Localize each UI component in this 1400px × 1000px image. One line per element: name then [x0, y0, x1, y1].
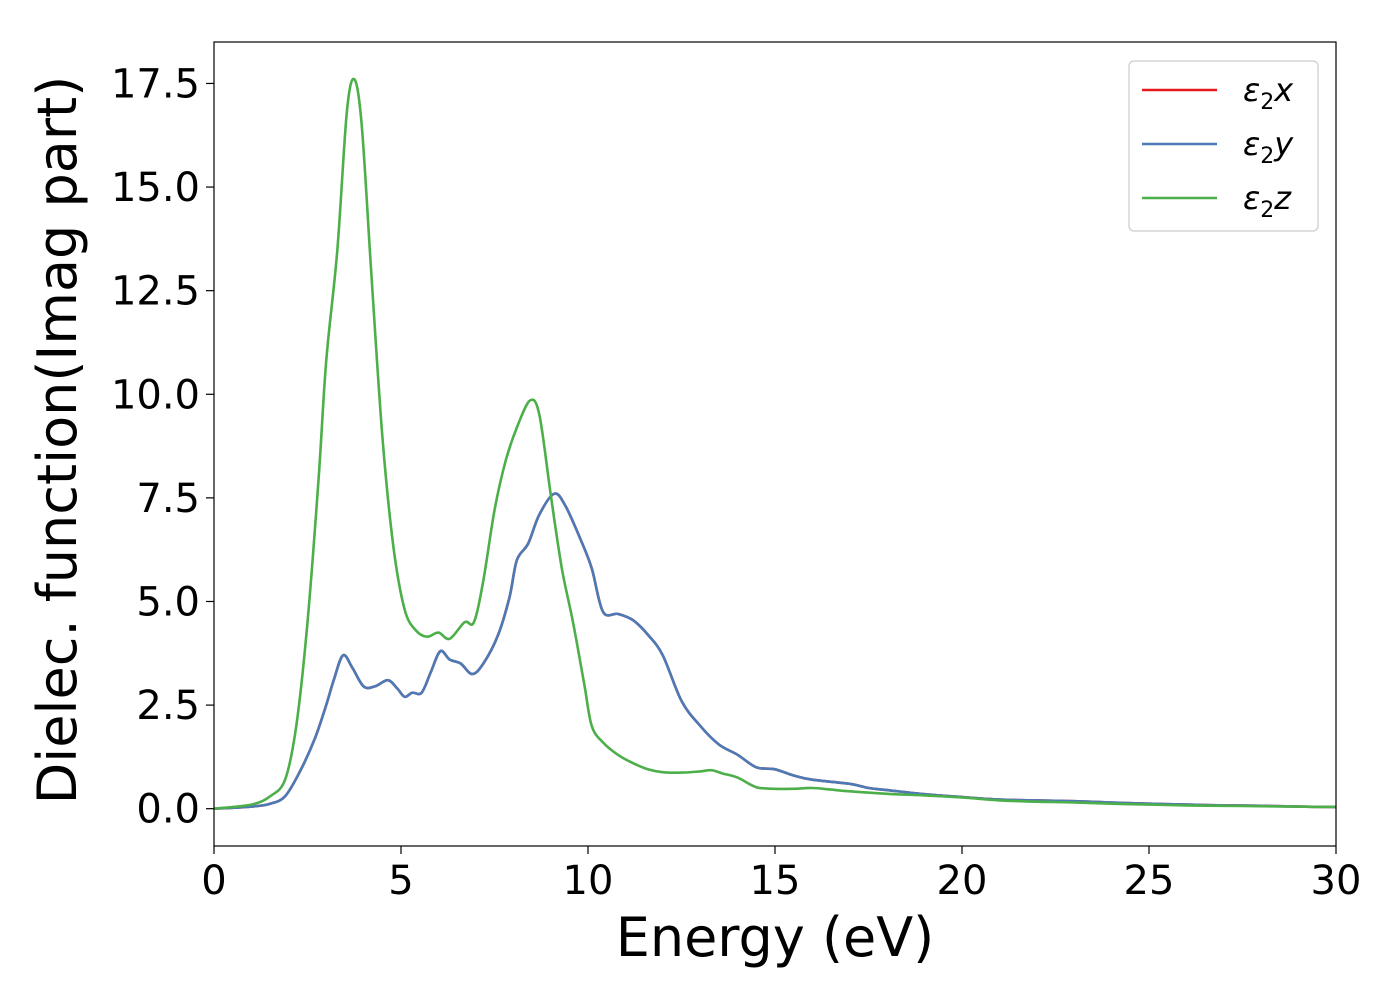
legend-box	[1128, 60, 1319, 232]
y-tick-label: 5.0	[136, 579, 200, 625]
x-tick-label: 20	[937, 858, 988, 904]
y-axis: 0.0 2.5 5.0 7.5 10.0 12.5 15.0 17.5	[111, 61, 214, 833]
y-tick-label: 7.5	[136, 476, 200, 522]
legend-label: ε2x	[1243, 71, 1294, 115]
y-tick-label: 0.0	[136, 787, 200, 833]
x-tick-label: 15	[750, 858, 801, 904]
y-tick-label: 10.0	[111, 372, 200, 418]
plot-area	[213, 77, 1337, 810]
y-axis-title: Dielec. function(Imag part)	[26, 76, 89, 805]
legend-label: ε2z	[1243, 179, 1292, 223]
x-tick-label: 5	[388, 858, 413, 904]
legend-label: ε2y	[1243, 125, 1294, 169]
x-axis: 0 5 10 15 20 25 30	[201, 846, 1361, 904]
series-line-z	[213, 77, 1337, 810]
x-tick-label: 25	[1124, 858, 1175, 904]
x-tick-label: 10	[563, 858, 614, 904]
legend: ε2x ε2y ε2z	[1128, 60, 1319, 232]
y-tick-label: 2.5	[136, 683, 200, 729]
x-tick-label: 0	[201, 858, 226, 904]
y-tick-label: 17.5	[111, 61, 200, 107]
y-tick-label: 15.0	[111, 165, 200, 211]
y-tick-label: 12.5	[111, 269, 200, 315]
x-axis-title: Energy (eV)	[616, 906, 935, 969]
x-tick-label: 30	[1311, 858, 1362, 904]
